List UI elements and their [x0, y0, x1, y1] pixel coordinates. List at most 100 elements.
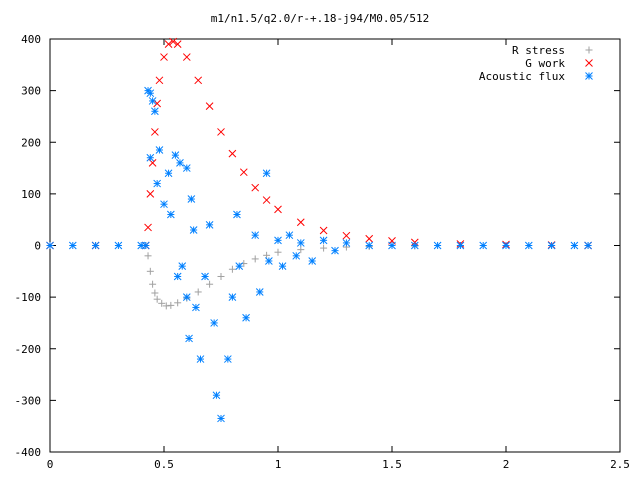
data-point — [365, 234, 374, 243]
data-point — [146, 153, 155, 162]
data-point — [262, 196, 271, 204]
data-point — [296, 239, 305, 247]
data-point — [274, 248, 282, 256]
data-point — [178, 262, 187, 271]
data-point — [155, 146, 164, 154]
data-point — [146, 89, 155, 98]
data-point — [146, 267, 154, 275]
data-point — [151, 128, 159, 136]
data-point — [173, 40, 182, 49]
data-point — [570, 241, 579, 250]
y-tick-label: -200 — [15, 343, 42, 356]
data-point — [205, 102, 214, 110]
data-point — [164, 40, 173, 49]
x-tick-label: 0.5 — [154, 458, 174, 471]
data-point — [251, 255, 259, 263]
data-point — [171, 151, 180, 160]
data-point — [91, 241, 100, 250]
chart-title: m1/n1.5/q2.0/r-+.18-j94/M0.05/512 — [211, 12, 430, 25]
data-point — [182, 164, 191, 172]
legend-label: Acoustic flux — [479, 70, 565, 83]
data-point — [176, 159, 184, 167]
y-tick-label: 100 — [21, 188, 41, 201]
data-point — [196, 355, 205, 363]
y-tick-label: -300 — [15, 394, 42, 407]
data-point — [388, 241, 396, 250]
data-point — [153, 295, 161, 303]
data-point — [182, 293, 191, 301]
legend-marker — [585, 46, 593, 54]
data-point — [160, 200, 168, 209]
data-point — [162, 302, 170, 310]
data-point — [223, 355, 232, 363]
data-point — [274, 205, 282, 214]
data-point — [194, 76, 203, 85]
x-tick-label: 0 — [47, 458, 54, 471]
data-point — [251, 231, 260, 240]
y-tick-label: -400 — [15, 446, 42, 459]
data-point — [153, 179, 162, 188]
data-point — [164, 169, 173, 178]
y-tick-label: 300 — [21, 85, 41, 98]
data-point — [210, 319, 219, 327]
data-point — [166, 210, 175, 219]
data-point — [456, 241, 465, 250]
data-point — [187, 195, 196, 203]
data-point — [285, 231, 294, 240]
data-point — [146, 190, 155, 198]
data-point — [265, 257, 273, 265]
data-point — [144, 252, 152, 260]
y-axis-ticks: -400 -300 -200 -100 0 100 200 300 400 — [15, 33, 620, 459]
data-point — [331, 246, 339, 255]
legend-label: G work — [525, 57, 565, 70]
y-tick-label: 0 — [34, 240, 41, 253]
data-point — [205, 220, 214, 229]
data-point — [228, 293, 237, 301]
data-point — [228, 265, 236, 273]
data-point — [158, 299, 166, 307]
y-tick-label: -100 — [15, 291, 42, 304]
data-point — [297, 246, 305, 254]
data-point — [524, 241, 533, 250]
data-point — [410, 241, 419, 250]
data-point — [296, 218, 305, 227]
data-point — [217, 414, 225, 423]
data-point — [148, 97, 157, 105]
data-point — [320, 244, 328, 252]
data-point — [278, 262, 287, 271]
legend-marker — [585, 59, 593, 67]
data-point — [173, 272, 182, 281]
data-point — [144, 223, 152, 232]
data-point — [319, 226, 328, 235]
series-layer — [46, 37, 592, 423]
data-point — [155, 76, 164, 85]
data-point — [242, 313, 250, 322]
data-point — [217, 272, 225, 280]
data-point — [167, 301, 175, 309]
data-point — [251, 183, 260, 192]
data-point — [274, 236, 282, 245]
data-point — [151, 107, 159, 116]
data-point — [206, 280, 214, 288]
data-point — [212, 391, 221, 400]
x-tick-label: 2.5 — [610, 458, 630, 471]
data-point — [182, 53, 191, 61]
data-point — [365, 241, 374, 250]
data-point — [239, 168, 248, 177]
x-tick-label: 1.5 — [382, 458, 402, 471]
data-point — [114, 241, 123, 250]
x-tick-label: 2 — [503, 458, 510, 471]
data-point — [433, 241, 442, 250]
data-point — [189, 226, 198, 234]
data-point — [479, 241, 488, 250]
data-point — [263, 251, 271, 259]
data-point — [201, 272, 209, 281]
data-point — [151, 289, 159, 297]
series-acoustic-flux — [46, 86, 592, 423]
data-point — [169, 37, 177, 46]
data-point — [149, 280, 157, 288]
data-point — [174, 299, 182, 307]
